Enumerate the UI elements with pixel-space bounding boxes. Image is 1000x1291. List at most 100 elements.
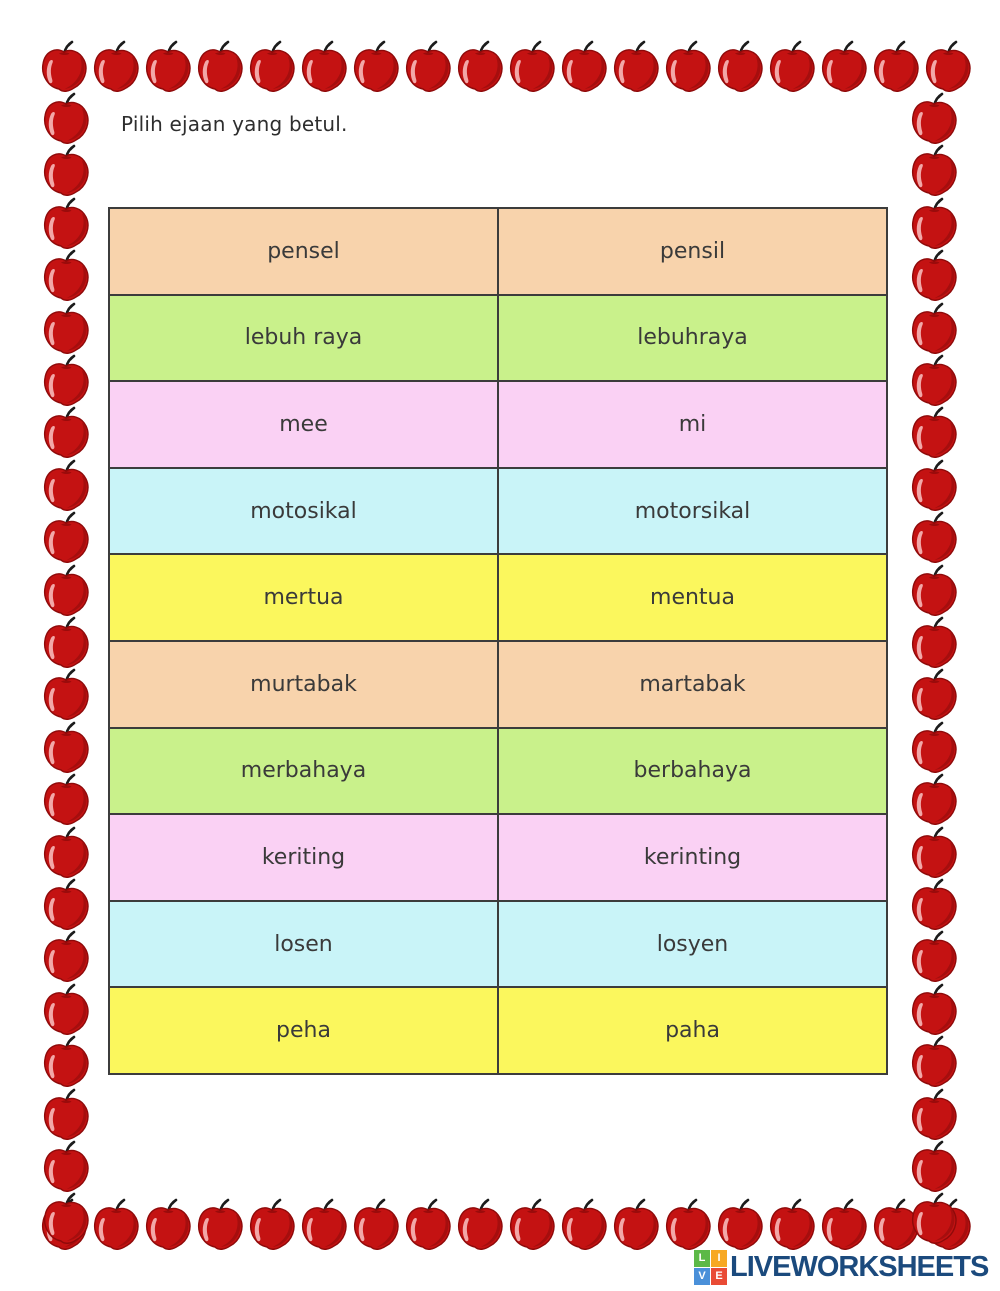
answer-cell-right[interactable]: kerinting — [497, 815, 886, 900]
answer-cell-right[interactable]: paha — [497, 988, 886, 1073]
apple-icon — [36, 1198, 92, 1250]
table-row: losen losyen — [110, 899, 886, 987]
table-row: peha paha — [110, 986, 886, 1073]
apple-icon — [38, 1088, 94, 1140]
apple-icon — [244, 40, 300, 92]
answer-cell-left[interactable]: merbahaya — [240, 758, 367, 784]
apple-icon — [38, 249, 94, 302]
apple-icon — [816, 1198, 872, 1250]
answer-cell-right[interactable]: motorsikal — [497, 468, 886, 554]
apple-icon — [906, 668, 962, 721]
apple-icon — [38, 197, 94, 249]
apple-icon — [36, 40, 92, 92]
apple-icon — [906, 564, 962, 616]
apple-icon — [556, 1198, 612, 1250]
logo-square-i: I — [711, 1250, 727, 1267]
apple-icon — [38, 459, 94, 511]
apple-icon — [868, 1198, 924, 1250]
apple-icon — [906, 826, 962, 878]
apple-icon — [712, 40, 768, 92]
apple-icon — [906, 1192, 962, 1245]
apple-icon — [920, 40, 976, 92]
apple-icon — [764, 1198, 820, 1250]
answer-cell-left[interactable]: mertua — [263, 585, 344, 611]
answer-cell-right[interactable]: mentua — [497, 555, 886, 640]
apple-icon — [38, 878, 94, 930]
answer-cell-left[interactable]: losen — [274, 931, 333, 957]
apple-icon — [38, 406, 94, 459]
apple-icon — [452, 1198, 508, 1250]
answer-cell-right[interactable]: lebuhraya — [497, 295, 886, 381]
apple-icon — [38, 564, 94, 616]
apple-icon — [88, 40, 144, 92]
apple-icon — [608, 40, 664, 92]
apple-icon — [504, 1198, 560, 1250]
apple-icon — [906, 616, 962, 668]
answer-cell-left[interactable]: keriting — [261, 844, 346, 870]
apple-icon — [400, 1198, 456, 1250]
answer-cell-left[interactable]: murtabak — [250, 671, 357, 697]
apple-icon — [906, 459, 962, 511]
answer-cell-right[interactable]: mi — [497, 382, 886, 467]
apple-icon — [906, 983, 962, 1035]
apple-icon — [140, 40, 196, 92]
apple-icon — [660, 1198, 716, 1250]
apple-icon — [244, 1198, 300, 1250]
answer-cell-left[interactable]: motosikal — [250, 498, 357, 524]
apple-icon — [906, 1140, 962, 1192]
apple-icon — [868, 40, 924, 92]
apple-icon — [38, 1140, 94, 1192]
apple-icon — [38, 1192, 94, 1245]
answer-cell-left[interactable]: lebuh raya — [244, 325, 363, 351]
apple-icon — [608, 1198, 664, 1250]
apple-icon — [816, 40, 872, 92]
apple-icon — [906, 354, 962, 406]
apple-icon — [296, 40, 352, 92]
table-row: mertua mentua — [110, 553, 886, 640]
apple-icon — [38, 773, 94, 826]
logo-square-l: L — [694, 1250, 710, 1267]
table-row: mee mi — [110, 380, 886, 467]
answer-cell-right[interactable]: pensil — [497, 209, 886, 294]
table-row: keriting kerinting — [110, 813, 886, 900]
answer-cell-right[interactable]: losyen — [497, 901, 886, 987]
answer-cell-left[interactable]: pensel — [267, 238, 340, 264]
apple-icon — [192, 40, 248, 92]
apple-icon — [920, 1198, 976, 1250]
apple-icon — [296, 1198, 352, 1250]
table-row: merbahaya berbahaya — [110, 726, 886, 814]
apple-icon — [38, 1035, 94, 1088]
apple-icon — [400, 40, 456, 92]
apple-icon — [906, 249, 962, 302]
apple-icon — [906, 1088, 962, 1140]
apple-icon — [712, 1198, 768, 1250]
apple-icon — [140, 1198, 196, 1250]
apple-icon — [38, 302, 94, 354]
apple-icon — [764, 40, 820, 92]
apple-icon — [38, 930, 94, 983]
apple-icon — [504, 40, 560, 92]
logo-square-e: E — [711, 1268, 727, 1285]
apple-icon — [906, 511, 962, 564]
apple-icon — [38, 144, 94, 197]
apple-icon — [556, 40, 612, 92]
apple-icon — [452, 40, 508, 92]
answer-cell-left[interactable]: mee — [279, 411, 328, 437]
apple-icon — [192, 1198, 248, 1250]
apple-icon — [906, 773, 962, 826]
apple-icon — [348, 1198, 404, 1250]
answer-cell-left[interactable]: peha — [276, 1018, 331, 1044]
apple-icon — [906, 144, 962, 197]
table-row: pensel pensil — [110, 209, 886, 294]
apple-icon — [906, 878, 962, 930]
logo-brand-text: LIVEWORKSHEETS — [730, 1251, 989, 1283]
answer-cell-right[interactable]: berbahaya — [497, 728, 886, 814]
apple-icon — [906, 92, 962, 144]
table-row: murtabak martabak — [110, 639, 886, 727]
apple-icon — [906, 930, 962, 983]
apple-icon — [38, 354, 94, 406]
apple-icon — [906, 406, 962, 459]
answer-cell-right[interactable]: martabak — [497, 641, 886, 727]
